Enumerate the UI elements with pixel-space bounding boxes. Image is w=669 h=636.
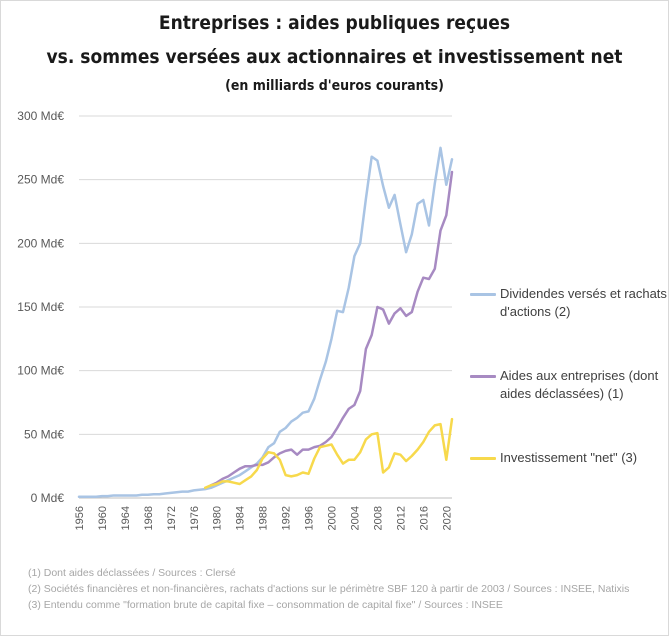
footnote-3: (3) Entendu comme "formation brute de ca… xyxy=(28,599,503,611)
legend-label-dividendes: Dividendes versés et rachats d'actions (… xyxy=(500,286,667,319)
x-tick-label: 1972 xyxy=(166,506,178,530)
y-tick-label: 150 Md€ xyxy=(17,300,64,314)
x-tick-label: 1984 xyxy=(235,506,247,530)
x-tick-label: 1964 xyxy=(120,506,132,530)
footnote-2: (2) Sociétés financières et non-financiè… xyxy=(28,583,630,595)
legend-label-aides: Aides aux entreprises (dont aides déclas… xyxy=(500,368,659,401)
series-line-aides xyxy=(209,170,454,487)
x-tick-label: 2012 xyxy=(395,506,407,530)
x-tick-label: 1992 xyxy=(281,506,293,530)
x-tick-label: 1960 xyxy=(97,506,109,530)
chart-subtitle: (en milliards d'euros courants) xyxy=(225,78,444,94)
x-axis-ticks: 1956 1960 1964 1968 1972 1976 1980 1984 1988 1992… xyxy=(74,506,453,530)
y-tick-label: 0 Md€ xyxy=(31,491,65,505)
x-tick-label: 1976 xyxy=(189,506,201,530)
series-lines xyxy=(77,146,454,498)
x-tick-label: 2004 xyxy=(349,506,361,530)
y-tick-label: 50 Md€ xyxy=(24,427,64,441)
x-tick-label: 1980 xyxy=(212,506,224,530)
x-tick-label: 2016 xyxy=(418,506,430,530)
footnote-1: (1) Dont aides déclassées / Sources : Cl… xyxy=(28,567,236,579)
y-tick-label: 100 Md€ xyxy=(17,364,64,378)
chart-title-line2: vs. sommes versées aux actionnaires et i… xyxy=(46,46,623,68)
x-tick-label: 1968 xyxy=(143,506,155,530)
x-tick-label: 2008 xyxy=(372,506,384,530)
chart-title: Entreprises : aides publiques reçues xyxy=(158,12,511,34)
legend-label-investissement: Investissement "net" (3) xyxy=(500,450,638,465)
x-tick-label: 2000 xyxy=(326,506,338,530)
series-line-investissement xyxy=(203,417,454,490)
y-axis-ticks: 0 Md€ 50 Md€ 100 Md€ 150 Md€ 200 Md€ 250 Md€ 3… xyxy=(17,109,64,505)
x-tick-label: 1988 xyxy=(258,506,270,530)
legend-swatch-investissement xyxy=(470,457,496,460)
x-tick-label: 2020 xyxy=(441,506,453,530)
x-tick-label: 1956 xyxy=(74,506,86,530)
legend-swatch-dividendes xyxy=(470,293,496,296)
x-tick-label: 1996 xyxy=(304,506,316,530)
y-tick-label: 300 Md€ xyxy=(17,109,64,123)
y-tick-label: 250 Md€ xyxy=(17,173,64,187)
y-tick-label: 200 Md€ xyxy=(17,236,64,250)
series-line-dividendes xyxy=(77,146,454,498)
legend-swatch-aides xyxy=(470,375,496,378)
gridlines xyxy=(79,115,452,499)
